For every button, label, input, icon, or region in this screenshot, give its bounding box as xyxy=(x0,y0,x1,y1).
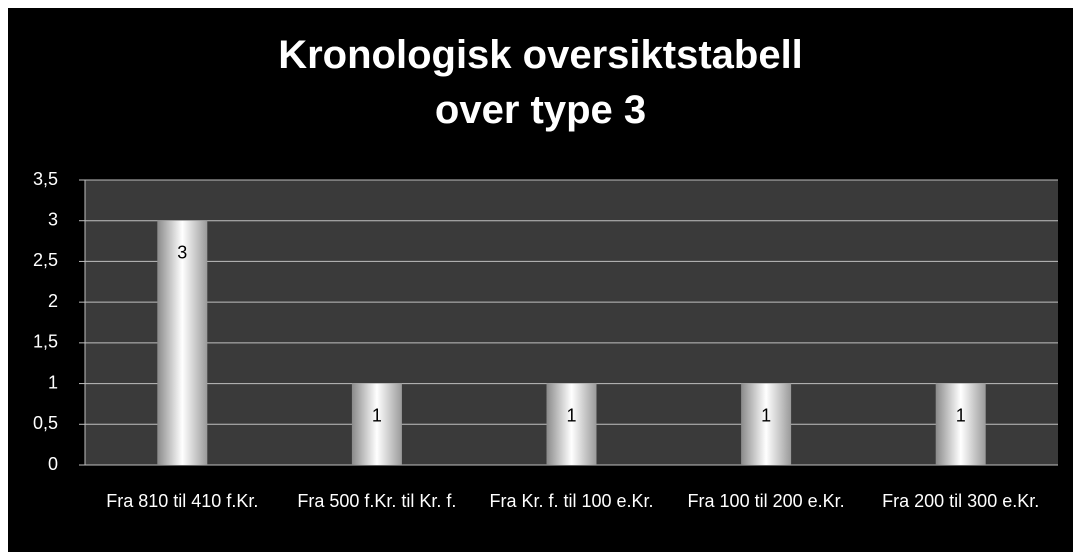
y-tick-label: 0,5 xyxy=(33,413,58,433)
chart-title: Kronologisk oversiktstabell over type 3 xyxy=(278,33,803,132)
x-tick-label: Fra 500 f.Kr. til Kr. f. xyxy=(297,491,457,511)
bar xyxy=(741,383,792,465)
data-label: 1 xyxy=(566,405,576,425)
x-tick-label: Fra 810 til 410 f.Kr. xyxy=(106,491,259,511)
y-tick-label: 3,5 xyxy=(33,169,58,189)
bar xyxy=(351,383,402,465)
y-tick-label: 2,5 xyxy=(33,250,58,270)
y-tick-label: 3 xyxy=(48,209,58,229)
data-label: 1 xyxy=(761,405,771,425)
chart-title-box: Kronologisk oversiktstabell over type 3 xyxy=(0,28,1081,138)
x-tick-label: Fra 100 til 200 e.Kr. xyxy=(687,491,845,511)
data-label: 1 xyxy=(956,405,966,425)
y-tick-label: 1 xyxy=(48,372,58,392)
x-tick-label: Fra 200 til 300 e.Kr. xyxy=(882,491,1040,511)
bar xyxy=(935,383,986,465)
data-label: 1 xyxy=(372,405,382,425)
bar xyxy=(546,383,597,465)
x-tick-label: Fra Kr. f. til 100 e.Kr. xyxy=(489,491,654,511)
y-tick-label: 2 xyxy=(48,291,58,311)
y-tick-label: 1,5 xyxy=(33,332,58,352)
y-tick-label: 0 xyxy=(48,454,58,474)
bar xyxy=(157,220,208,465)
data-label: 3 xyxy=(177,242,187,262)
